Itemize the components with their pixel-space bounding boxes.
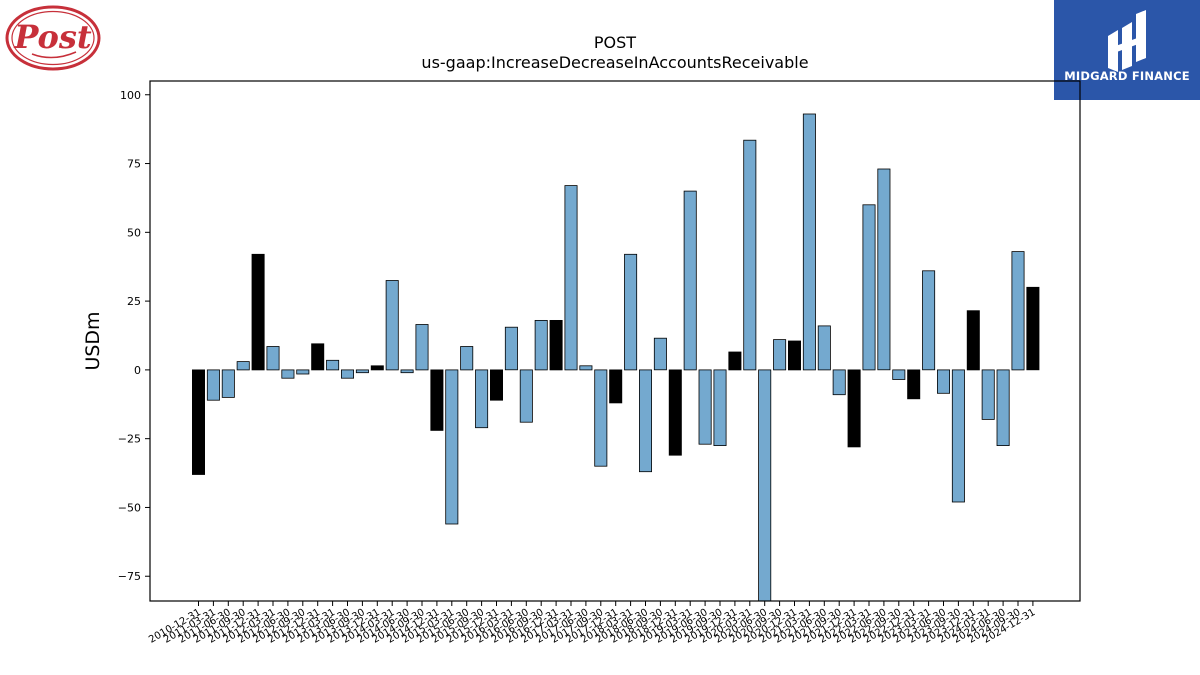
y-tick-label: −50 (118, 501, 141, 514)
bar-2013-03-31 (326, 359, 340, 371)
bar-2020-12-31 (788, 340, 802, 371)
midgard-finance-text: MIDGARD FINANCE (1064, 69, 1190, 83)
y-tick-label: 75 (127, 158, 141, 171)
y-tick-label: 100 (120, 89, 141, 102)
bar-2013-09-30 (355, 369, 369, 374)
post-logo: Post (4, 4, 102, 72)
bar-2019-06-30 (698, 369, 712, 445)
bar-2021-03-31 (802, 113, 816, 371)
bar-2021-09-30 (832, 369, 846, 396)
bar-2017-06-30 (579, 365, 593, 371)
bar-2022-12-31 (907, 369, 921, 400)
bar-2018-12-31 (668, 369, 682, 456)
bar-2023-09-30 (951, 369, 965, 503)
bar-2016-09-30 (534, 319, 548, 371)
bar-2018-09-30 (653, 337, 667, 371)
y-tick-label: −75 (118, 570, 141, 583)
x-axis: 2010-12-312011-03-312011-06-302011-09-30… (147, 601, 1037, 646)
bar-2016-12-31 (549, 319, 563, 371)
y-tick-label: −25 (118, 433, 141, 446)
bar-2011-06-30 (221, 369, 235, 398)
bar-2017-12-31 (609, 369, 623, 404)
bar-2022-03-31 (862, 204, 876, 371)
bar-2011-03-31 (206, 369, 220, 401)
bar-2019-12-31 (728, 351, 742, 371)
y-tick-label: 0 (134, 364, 141, 377)
bar-2024-03-31 (981, 369, 995, 420)
midgard-emblem-icon (1108, 10, 1146, 72)
bar-2010-12-31 (191, 369, 205, 475)
bar-2021-12-31 (847, 369, 861, 448)
bar-2011-12-31 (251, 253, 265, 371)
bar-2017-03-31 (564, 185, 578, 371)
bar-2013-12-31 (370, 365, 384, 371)
y-axis: −75 −50 −25 0 25 50 75 100 (118, 89, 150, 583)
bar-2015-09-30 (475, 369, 489, 429)
bar-2024-06-30 (996, 369, 1010, 446)
bar-2015-03-31 (445, 369, 459, 525)
post-logo-wordmark: Post (13, 18, 92, 56)
bar-2013-06-30 (340, 369, 354, 379)
bar-2021-06-30 (817, 325, 831, 371)
midgard-finance-logo: MIDGARD FINANCE (1054, 0, 1200, 100)
bar-2014-09-30 (415, 324, 429, 371)
bar-2019-09-30 (713, 369, 727, 446)
bar-2022-09-30 (892, 369, 906, 380)
bar-2018-03-31 (624, 253, 638, 371)
bar-2020-03-31 (743, 139, 757, 371)
bar-2012-03-31 (266, 346, 280, 371)
chart-subtitle: us-gaap:IncreaseDecreaseInAccountsReceiv… (421, 53, 808, 72)
bar-2011-09-30 (236, 361, 250, 371)
bar-2016-03-31 (504, 326, 518, 371)
bar-2015-06-30 (460, 346, 474, 371)
chart-title: POST (594, 33, 636, 52)
bar-2015-12-31 (489, 369, 503, 401)
bars-group (191, 113, 1040, 602)
bar-2024-09-30 (1011, 251, 1025, 371)
bar-2019-03-31 (683, 190, 697, 371)
bar-2020-06-30 (758, 369, 772, 602)
bar-2014-06-30 (400, 369, 414, 374)
y-tick-label: 50 (127, 226, 141, 239)
bar-2018-06-30 (639, 369, 653, 473)
bar-2022-06-30 (877, 168, 891, 371)
bar-2024-12-31 (1026, 286, 1040, 371)
bar-2023-03-31 (922, 270, 936, 371)
bar-2012-12-31 (311, 343, 325, 371)
bar-2023-06-30 (937, 369, 951, 394)
bar-2023-12-31 (966, 310, 980, 371)
bar-2012-09-30 (296, 369, 310, 375)
bar-2014-12-31 (430, 369, 444, 431)
y-axis-label: USDm (82, 311, 104, 370)
bar-2014-03-31 (385, 280, 399, 371)
bar-2016-06-30 (519, 369, 533, 423)
y-tick-label: 25 (127, 295, 141, 308)
bar-2017-09-30 (594, 369, 608, 467)
bar-2012-06-30 (281, 369, 295, 379)
plot-frame (149, 80, 1081, 602)
bar-2020-09-30 (773, 339, 787, 371)
